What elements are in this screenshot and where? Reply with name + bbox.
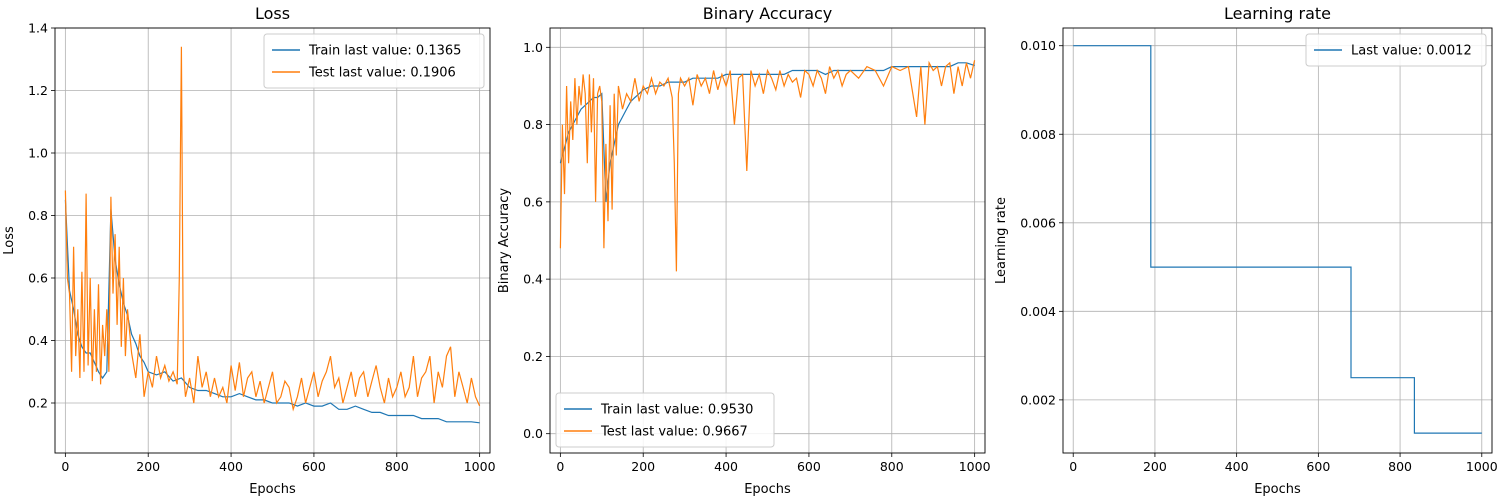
y-tick-label: 0.4 — [28, 333, 48, 348]
x-tick-label: 600 — [1306, 459, 1330, 474]
y-tick-label: 1.2 — [28, 83, 48, 98]
y-tick-label: 0.4 — [523, 272, 543, 287]
legend-entry: Test last value: 0.1906 — [308, 66, 456, 81]
y-tick-label: 1.0 — [523, 40, 543, 55]
legend-box — [1305, 33, 1487, 67]
y-tick-label: 0.0 — [523, 426, 543, 441]
x-tick-label: 200 — [136, 459, 160, 474]
x-tick-label: 200 — [1143, 459, 1167, 474]
x-tick-label: 1000 — [959, 459, 991, 474]
x-axis-label: Epochs — [1254, 482, 1301, 497]
legend-box — [263, 33, 485, 89]
legend: Train last value: 0.1365 Test last value:… — [263, 33, 485, 89]
series-line-2 — [64, 46, 481, 412]
y-tick-label: 0.8 — [28, 208, 48, 223]
x-tick-label: 400 — [714, 459, 738, 474]
y-axis-label: Learning rate — [994, 197, 1009, 284]
y-tick-label: 0.2 — [28, 396, 48, 411]
legend-entry: Train last value: 0.1365 — [308, 44, 461, 59]
x-tick-label: 800 — [880, 459, 904, 474]
x-axis-label: Epochs — [249, 482, 296, 497]
x-tick-label: 600 — [302, 459, 326, 474]
y-tick-label: 0.6 — [523, 194, 543, 209]
x-tick-label: 600 — [797, 459, 821, 474]
y-tick-label: 0.8 — [523, 117, 543, 132]
x-tick-label: 400 — [219, 459, 243, 474]
x-axis-label: Epochs — [744, 482, 791, 497]
y-tick-label: 0.002 — [1020, 392, 1056, 407]
x-tick-label: 0 — [556, 459, 564, 474]
x-tick-label: 800 — [1388, 459, 1412, 474]
y-tick-label: 1.4 — [28, 21, 48, 36]
y-tick-label: 0.2 — [523, 349, 543, 364]
y-tick-label: 0.006 — [1020, 215, 1056, 230]
series-line-1 — [64, 199, 480, 424]
series-line-1 — [1073, 45, 1482, 434]
legend: Train last value: 0.9530 Test last value:… — [555, 392, 775, 448]
x-tick-label: 0 — [1069, 459, 1077, 474]
legend-entry: Last value: 0.0012 — [1351, 44, 1472, 59]
x-tick-label: 200 — [631, 459, 655, 474]
y-axis-label: Loss — [2, 226, 17, 255]
chart-title: Loss — [255, 4, 290, 23]
y-tick-label: 0.6 — [28, 271, 48, 286]
y-tick-label: 0.008 — [1020, 127, 1056, 142]
y-axis-label: Binary Accuracy — [497, 188, 512, 294]
x-tick-label: 0 — [61, 459, 69, 474]
y-tick-label: 1.0 — [28, 146, 48, 161]
x-tick-label: 1000 — [464, 459, 496, 474]
legend-entry: Test last value: 0.9667 — [600, 425, 748, 440]
chart-title: Learning rate — [1224, 4, 1331, 23]
series-line-2 — [559, 60, 976, 272]
axes-frame — [54, 27, 491, 454]
series-line-1 — [559, 62, 975, 202]
chart-panel-2: 0 200 400 600 800 1000 0.0 0.2 0.4 0.6 0.8 1.0 Binar… — [497, 4, 991, 497]
legend: Last value: 0.0012 — [1305, 33, 1487, 67]
legend-box — [555, 392, 775, 448]
x-tick-label: 800 — [385, 459, 409, 474]
axes-frame — [1062, 27, 1493, 454]
axes-frame — [549, 27, 986, 454]
x-tick-label: 1000 — [1466, 459, 1498, 474]
chart-title: Binary Accuracy — [703, 4, 833, 23]
y-tick-label: 0.004 — [1020, 304, 1056, 319]
x-tick-label: 400 — [1225, 459, 1249, 474]
legend-entry: Train last value: 0.9530 — [600, 403, 753, 418]
chart-panel-3: 0 200 400 600 800 1000 0.002 0.004 0.006 0.008 0.0… — [994, 4, 1498, 497]
y-tick-label: 0.010 — [1020, 38, 1056, 53]
chart-panel-1: 0 200 400 600 800 1000 0.2 0.4 0.6 0.8 1.0 1.2 1.4 Lo… — [2, 4, 496, 497]
